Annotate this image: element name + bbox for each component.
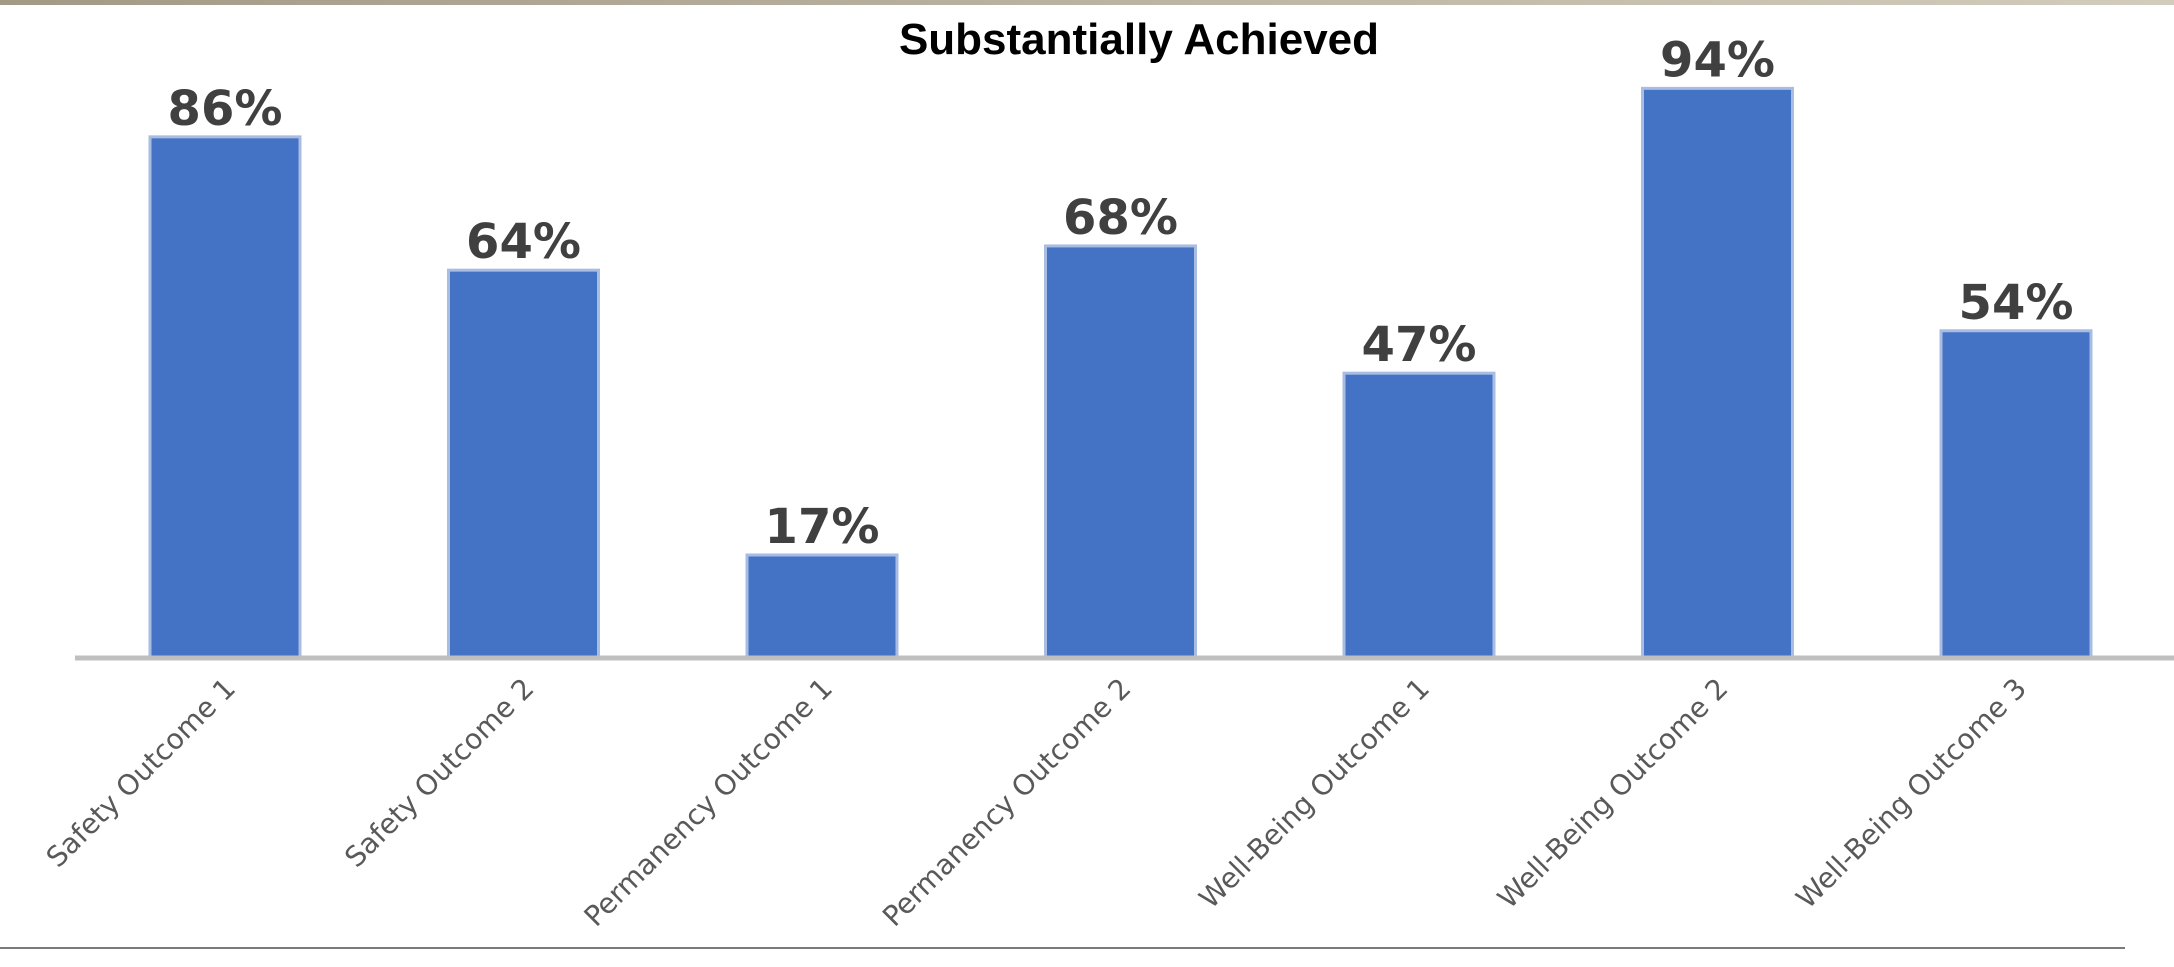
bar-5 <box>1344 373 1494 658</box>
category-label-7: Well-Being Outcome 3 <box>1790 672 2033 915</box>
bars-group <box>150 88 2091 658</box>
bar-1 <box>150 137 300 658</box>
data-label-2: 64% <box>466 214 581 270</box>
data-label-3: 17% <box>765 499 880 555</box>
category-label-6: Well-Being Outcome 2 <box>1491 672 1734 915</box>
category-label-1: Safety Outcome 1 <box>40 672 242 874</box>
data-label-1: 86% <box>168 81 283 137</box>
category-label-5: Well-Being Outcome 1 <box>1193 672 1436 915</box>
category-labels-group: Safety Outcome 1 Safety Outcome 2 Permanen… <box>40 672 2033 933</box>
category-label-3: Permanency Outcome 1 <box>578 672 839 933</box>
bar-4 <box>1046 246 1196 658</box>
bar-2 <box>449 270 599 658</box>
category-label-4: Permanency Outcome 2 <box>876 672 1137 933</box>
data-label-7: 54% <box>1959 275 2074 331</box>
data-label-5: 47% <box>1362 317 1477 373</box>
bar-3 <box>747 555 897 658</box>
bottom-decorative-rule <box>0 947 2125 949</box>
category-label-2: Safety Outcome 2 <box>338 672 540 874</box>
bar-6 <box>1643 88 1793 658</box>
chart-title: Substantially Achieved <box>899 15 1379 64</box>
bar-7 <box>1941 331 2091 658</box>
data-label-4: 68% <box>1063 190 1178 246</box>
data-label-6: 94% <box>1660 32 1775 88</box>
